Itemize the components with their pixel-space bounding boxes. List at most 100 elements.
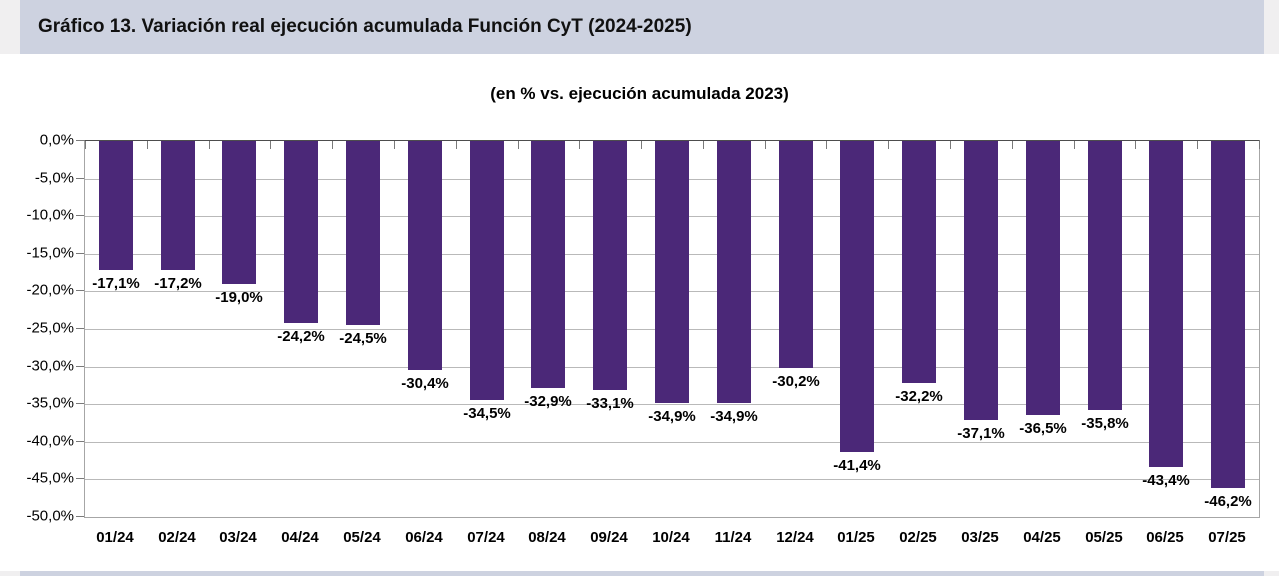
category-axis-tick-mark (765, 141, 766, 149)
gridline (85, 479, 1259, 480)
y-axis-tick-label: -30,0% (26, 357, 74, 375)
category-axis-tick-mark (888, 141, 889, 149)
next-section-band (20, 571, 1264, 576)
x-axis-label-12-24: 12/24 (776, 529, 814, 546)
y-axis-tick-mark (76, 215, 84, 216)
y-axis-tick-mark (76, 478, 84, 479)
category-axis-tick-mark (826, 141, 827, 149)
title-band-row: Gráfico 13. Variación real ejecución acu… (0, 0, 1279, 54)
x-axis-label-05-24: 05/24 (343, 529, 381, 546)
y-axis-tick-label: -25,0% (26, 319, 74, 337)
category-axis-tick-mark (579, 141, 580, 149)
x-axis-label-02-24: 02/24 (158, 529, 196, 546)
bar-09-24 (593, 141, 627, 390)
x-axis-label-01-25: 01/25 (837, 529, 875, 546)
bar-03-25 (964, 141, 998, 420)
bar-value-label-12-24: -30,2% (772, 373, 820, 390)
category-axis-tick-mark (209, 141, 210, 149)
bar-value-label-08-24: -32,9% (524, 393, 572, 410)
bar-02-24 (161, 141, 195, 270)
bar-value-label-01-24: -17,1% (92, 275, 140, 292)
y-axis-tick-label: -40,0% (26, 432, 74, 450)
category-axis-tick-mark (1074, 141, 1075, 149)
y-axis-tick-label: -50,0% (26, 507, 74, 525)
y-axis-tick-label: -10,0% (26, 206, 74, 224)
x-axis-label-07-24: 07/24 (467, 529, 505, 546)
bar-value-label-02-25: -32,2% (895, 388, 943, 405)
y-axis-tick-mark (76, 178, 84, 179)
bar-08-24 (531, 141, 565, 388)
bar-07-24 (470, 141, 504, 400)
category-axis-tick-mark (332, 141, 333, 149)
x-axis-label-08-24: 08/24 (528, 529, 566, 546)
category-axis-tick-mark (1012, 141, 1013, 149)
category-axis-tick-mark (147, 141, 148, 149)
y-axis-tick-mark (76, 403, 84, 404)
category-axis-tick-mark (394, 141, 395, 149)
category-axis-tick-mark (270, 141, 271, 149)
y-axis-tick-label: -15,0% (26, 244, 74, 262)
bar-04-24 (284, 141, 318, 323)
y-axis-tick-mark (76, 140, 84, 141)
category-axis-tick-mark (1197, 141, 1198, 149)
category-axis-tick-mark (1135, 141, 1136, 149)
bar-01-24 (99, 141, 133, 270)
x-axis-label-10-24: 10/24 (652, 529, 690, 546)
y-axis-tick-mark (76, 366, 84, 367)
x-axis-label-09-24: 09/24 (590, 529, 628, 546)
bar-10-24 (655, 141, 689, 403)
gridline (85, 442, 1259, 443)
gridline (85, 404, 1259, 405)
bar-02-25 (902, 141, 936, 383)
y-axis-tick-mark (76, 253, 84, 254)
category-axis-tick-mark (456, 141, 457, 149)
chart-subtitle: (en % vs. ejecución acumulada 2023) (490, 84, 789, 103)
x-axis-label-06-25: 06/25 (1146, 529, 1184, 546)
category-axis-tick-mark (85, 141, 86, 149)
next-section-band-row (0, 571, 1279, 576)
bar-value-label-07-25: -46,2% (1204, 493, 1252, 510)
x-axis-label-05-25: 05/25 (1085, 529, 1123, 546)
bar-03-24 (222, 141, 256, 284)
y-axis-tick-mark (76, 516, 84, 517)
bar-value-label-04-25: -36,5% (1019, 420, 1067, 437)
category-axis-tick-mark (703, 141, 704, 149)
category-axis-tick-mark (641, 141, 642, 149)
x-axis-label-06-24: 06/24 (405, 529, 443, 546)
bar-11-24 (717, 141, 751, 403)
category-axis-tick-mark (950, 141, 951, 149)
y-axis-tick-label: -20,0% (26, 281, 74, 299)
bar-05-25 (1088, 141, 1122, 410)
y-axis-tick-label: 0,0% (39, 131, 74, 149)
bar-value-label-03-25: -37,1% (957, 425, 1005, 442)
bar-05-24 (346, 141, 380, 325)
bar-value-label-10-24: -34,9% (648, 408, 696, 425)
bar-01-25 (840, 141, 874, 452)
x-axis-label-04-24: 04/24 (281, 529, 319, 546)
bar-value-label-02-24: -17,2% (154, 275, 202, 292)
bar-value-label-11-24: -34,9% (710, 408, 758, 425)
page-title: Gráfico 13. Variación real ejecución acu… (38, 16, 692, 37)
bar-12-24 (779, 141, 813, 368)
bar-value-label-07-24: -34,5% (463, 405, 511, 422)
plot-area: -17,1% -17,2% -19,0% -24,2% -24,5% -30,4% -34,… (84, 140, 1260, 518)
bar-06-24 (408, 141, 442, 370)
bar-value-label-01-25: -41,4% (833, 457, 881, 474)
y-axis-tick-label: -35,0% (26, 394, 74, 412)
bar-value-label-03-24: -19,0% (215, 289, 263, 306)
bar-value-label-06-24: -30,4% (401, 375, 449, 392)
category-axis-tick-mark (1259, 141, 1260, 149)
bar-value-label-06-25: -43,4% (1142, 472, 1190, 489)
x-axis-label-11-24: 11/24 (714, 529, 752, 546)
x-axis-label-04-25: 04/25 (1023, 529, 1061, 546)
y-axis-tick-mark (76, 290, 84, 291)
x-axis-label-03-25: 03/25 (961, 529, 999, 546)
x-axis-label-07-25: 07/25 (1208, 529, 1246, 546)
bar-value-label-05-25: -35,8% (1081, 415, 1129, 432)
y-axis-tick-mark (76, 328, 84, 329)
bar-value-label-04-24: -24,2% (277, 328, 325, 345)
bar-06-25 (1149, 141, 1183, 467)
bar-07-25 (1211, 141, 1245, 488)
y-axis-tick-label: -5,0% (34, 169, 74, 187)
